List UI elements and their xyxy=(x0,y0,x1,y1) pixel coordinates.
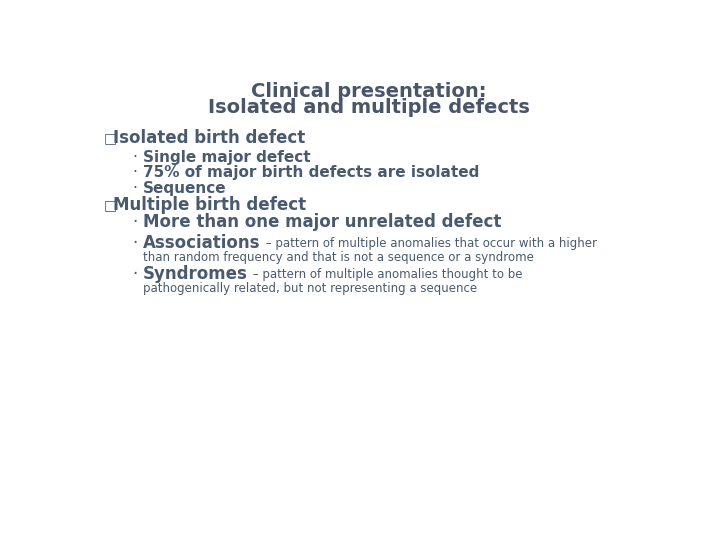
Text: Syndromes: Syndromes xyxy=(143,265,248,284)
Text: Isolated and multiple defects: Isolated and multiple defects xyxy=(208,98,530,117)
Text: Multiple birth defect: Multiple birth defect xyxy=(113,196,307,214)
Text: pathogenically related, but not representing a sequence: pathogenically related, but not represen… xyxy=(143,281,477,295)
Text: Isolated birth defect: Isolated birth defect xyxy=(113,129,305,147)
Text: – pattern of multiple anomalies that occur with a higher: – pattern of multiple anomalies that occ… xyxy=(262,237,597,250)
Text: ·: · xyxy=(132,234,138,252)
Text: Single major defect: Single major defect xyxy=(143,150,310,165)
Text: ·: · xyxy=(132,180,138,195)
Text: □: □ xyxy=(104,131,117,145)
Text: Associations: Associations xyxy=(143,234,260,252)
Text: ·: · xyxy=(132,265,138,284)
Text: □: □ xyxy=(104,198,117,212)
Text: ·: · xyxy=(132,165,138,180)
Text: 75% of major birth defects are isolated: 75% of major birth defects are isolated xyxy=(143,165,479,180)
Text: than random frequency and that is not a sequence or a syndrome: than random frequency and that is not a … xyxy=(143,251,534,264)
Text: Clinical presentation:: Clinical presentation: xyxy=(251,82,487,102)
Text: – pattern of multiple anomalies thought to be: – pattern of multiple anomalies thought … xyxy=(249,268,523,281)
Text: ·: · xyxy=(132,213,138,231)
Text: More than one major unrelated defect: More than one major unrelated defect xyxy=(143,213,501,231)
Text: Sequence: Sequence xyxy=(143,180,226,195)
Text: ·: · xyxy=(132,150,138,165)
